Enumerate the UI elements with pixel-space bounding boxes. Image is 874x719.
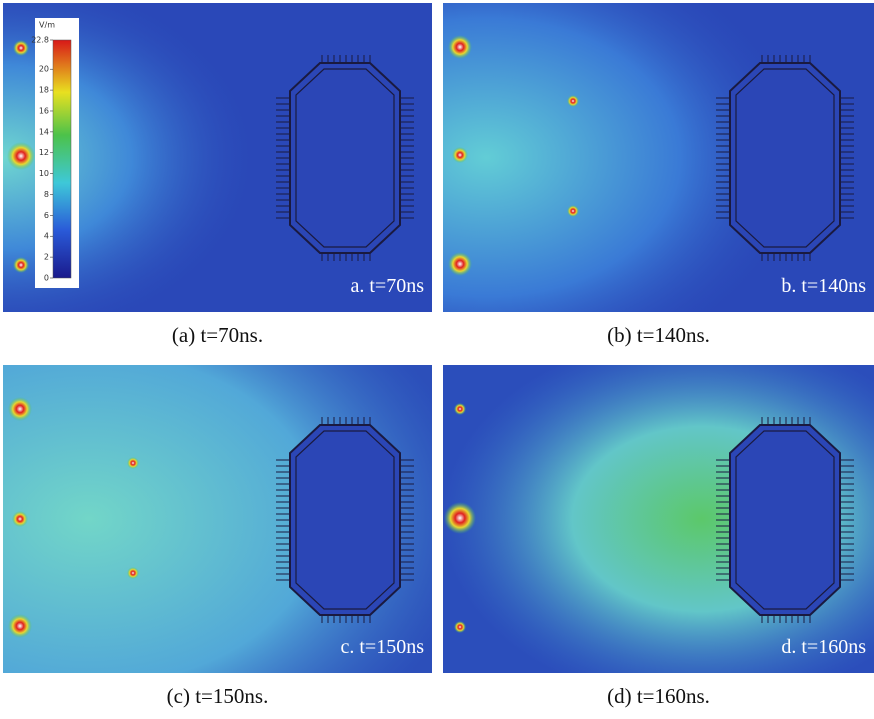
chip [276,55,414,261]
colorbar: V/m 0 2 4 6 8 10 12 14 16 18 20 22.8 [31,18,79,288]
colorbar-tick-label: 10 [39,169,49,178]
source [444,502,476,534]
colorbar-tick-label: 16 [39,106,49,115]
chip [716,417,854,623]
source [452,147,468,163]
colorbar-tick-label: 12 [39,148,49,157]
source [454,403,466,415]
source [127,567,139,579]
source [454,621,466,633]
panel-label: a. t=70ns [351,275,425,297]
panel: c. t=150ns [3,365,432,673]
caption: (d) t=160ns. [607,684,710,708]
source [8,614,32,638]
colorbar-tick-label: 0 [44,274,49,283]
source [448,252,472,276]
source [448,35,472,59]
source [567,95,579,107]
caption: (a) t=70ns. [172,323,263,347]
colorbar-tick-label: 18 [39,86,49,95]
panel-label: d. t=160ns [781,636,866,658]
chip [276,417,414,623]
colorbar-unit: V/m [39,21,55,30]
colorbar-tick-label: 22.8 [31,36,49,45]
colorbar-tick-label: 6 [44,211,49,220]
colorbar-tick-label: 8 [44,190,49,199]
source [127,457,139,469]
colorbar-tick-label: 14 [39,127,49,136]
colorbar-tick-label: 20 [39,65,49,74]
caption: (b) t=140ns. [607,323,710,347]
caption: (c) t=150ns. [167,684,269,708]
source [13,257,29,273]
colorbar-scale [53,40,71,278]
source [12,511,28,527]
chip [716,55,854,261]
source [567,205,579,217]
panel-label: c. t=150ns [341,636,425,658]
colorbar-tick-label: 4 [44,232,49,241]
source [7,142,35,170]
source [8,397,32,421]
panel: d. t=160ns [443,365,874,673]
panel: b. t=140ns [443,3,874,312]
figure: a. t=70ns (a) t=70ns. b. t=140ns (b) t=140n… [0,0,874,719]
colorbar-tick-label: 2 [44,253,49,262]
panel-label: b. t=140ns [781,275,866,297]
source [13,40,29,56]
